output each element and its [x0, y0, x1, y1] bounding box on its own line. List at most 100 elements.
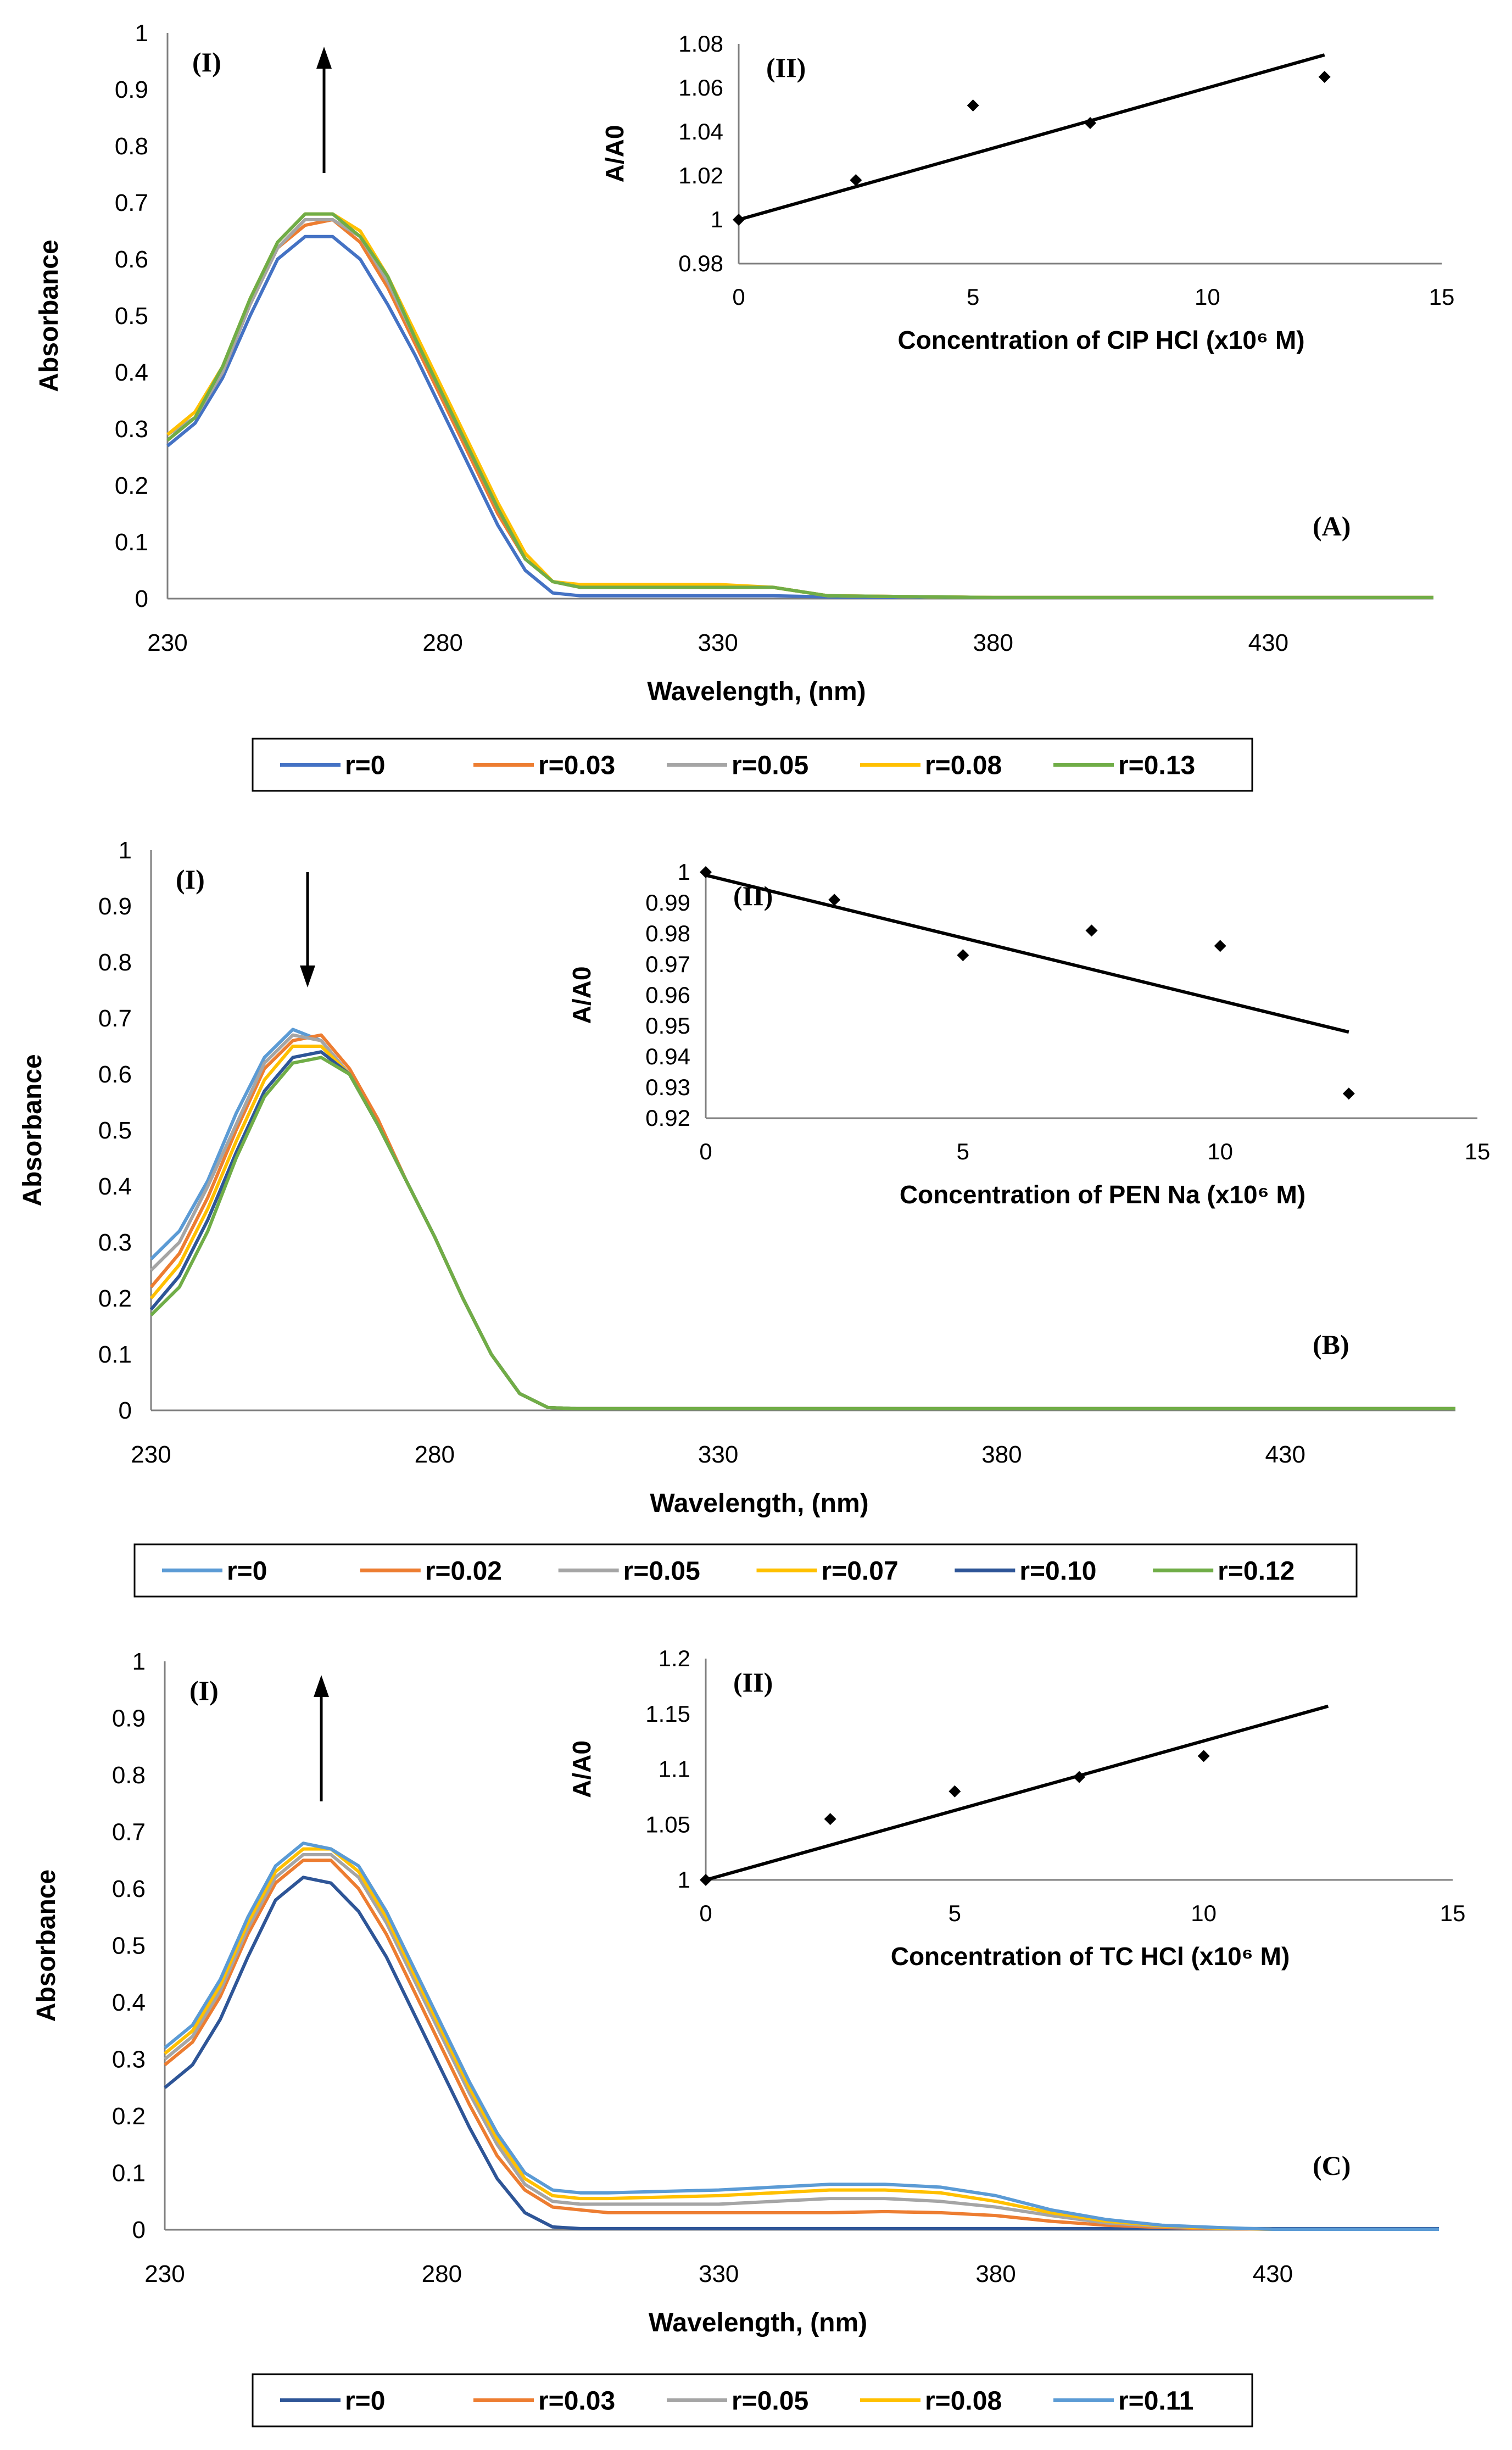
x-tick-label: 230 [131, 1441, 171, 1468]
part-label: (I) [192, 47, 221, 77]
y-tick-label: 1 [119, 837, 132, 864]
panel-label: (B) [1313, 1329, 1349, 1360]
chart-panel-1: 0 0.1 0.2 0.3 0.4 0.5 0.6 0.7 0.8 0.9 1 230 280 330 38… [35, 20, 1454, 792]
inset-x-tick-label: 0 [699, 1139, 712, 1164]
x-tick-label: 380 [973, 629, 1013, 656]
chart-panel-2: 0 0.1 0.2 0.3 0.4 0.5 0.6 0.7 0.8 0.9 1 230 280 330 38… [18, 837, 1491, 1598]
x-tick-label: 430 [1253, 2261, 1293, 2287]
series-line [164, 1859, 1439, 2231]
x-tick-label: 280 [422, 629, 462, 656]
y-tick-label: 0.2 [115, 472, 148, 499]
inset-data-point [1084, 117, 1096, 129]
inset-x-tick-label: 5 [949, 1900, 961, 1926]
y-tick-label: 0 [135, 585, 148, 612]
inset-y-tick-label: 1.2 [659, 1645, 690, 1671]
y-axis-title: Absorbance [18, 1054, 47, 1206]
legend-label: r=0.13 [1118, 751, 1195, 780]
inset-chart: 0.98 1 1.02 1.04 1.06 1.08 0 5 10 15 Concentration… [600, 31, 1454, 354]
inset-x-tick-label: 0 [732, 284, 745, 310]
inset-y-tick-label: 1 [678, 1867, 690, 1893]
y-axis-title: Absorbance [32, 1869, 61, 2022]
inset-x-tick-label: 15 [1440, 1900, 1466, 1926]
legend-label: r=0.07 [822, 1557, 899, 1586]
x-tick-label: 230 [144, 2261, 185, 2287]
y-tick-label: 1 [135, 20, 148, 47]
legend-label: r=0 [345, 2387, 385, 2416]
inset-y-tick-label: 1 [711, 207, 723, 232]
legend-label: r=0.03 [538, 751, 615, 780]
arrow-up-icon [314, 1675, 329, 1697]
series-line [166, 217, 1433, 599]
legend-label: r=0.11 [1118, 2387, 1193, 2416]
y-tick-label: 0.4 [98, 1173, 132, 1200]
part-label: (I) [189, 1675, 219, 1706]
x-tick-label: 430 [1265, 1441, 1305, 1468]
x-axis-title: Wavelength, (nm) [649, 2308, 867, 2337]
y-tick-label: 0.2 [112, 2103, 146, 2130]
y-tick-label: 0.2 [98, 1285, 132, 1312]
x-tick-label: 280 [415, 1441, 455, 1468]
y-tick-label: 0.6 [98, 1061, 132, 1088]
arrow-down-icon [300, 966, 315, 987]
series-line [149, 1045, 1455, 1410]
inset-data-point [967, 99, 979, 111]
inset-x-tick-label: 5 [957, 1139, 969, 1164]
legend-label: r=0.08 [925, 2387, 1002, 2416]
inset-y-tick-label: 0.92 [645, 1105, 690, 1131]
legend-label: r=0.08 [925, 751, 1002, 780]
legend-label: r=0.02 [425, 1557, 502, 1586]
x-axis-title: Wavelength, (nm) [650, 1489, 868, 1518]
x-tick-label: 330 [699, 2261, 739, 2287]
y-tick-label: 0.5 [112, 1933, 146, 1960]
inset-x-axis-title: Concentration of PEN Na (x10⁶ M) [900, 1180, 1305, 1209]
y-tick-label: 0.1 [98, 1341, 132, 1368]
y-tick-label: 0.3 [98, 1229, 132, 1256]
inset-x-tick-label: 15 [1429, 284, 1455, 310]
y-tick-label: 0.1 [112, 2160, 146, 2187]
inset-y-tick-label: 0.94 [645, 1043, 690, 1069]
inset-x-tick-label: 10 [1207, 1139, 1233, 1164]
y-tick-label: 0.9 [115, 76, 148, 103]
series-line [166, 212, 1433, 599]
y-tick-label: 0.9 [112, 1705, 146, 1732]
y-tick-label: 0.5 [115, 303, 148, 330]
x-tick-label: 380 [975, 2261, 1016, 2287]
y-tick-label: 0.7 [98, 1005, 132, 1032]
series-line [164, 1847, 1439, 2231]
y-tick-label: 0.6 [115, 246, 148, 273]
legend: r=0 r=0.03 r=0.05 r=0.08 r=0.11 [252, 2373, 1253, 2427]
inset-data-point [700, 866, 712, 878]
y-tick-label: 0.3 [115, 416, 148, 443]
series-line [164, 1876, 1439, 2230]
inset-y-tick-label: 0.95 [645, 1013, 690, 1039]
y-tick-label: 0.8 [98, 949, 132, 976]
y-tick-label: 0.3 [112, 2046, 146, 2073]
legend-label: r=0.03 [538, 2387, 615, 2416]
inset-data-point [733, 214, 745, 226]
series-line [149, 1028, 1455, 1410]
inset-y-tick-label: 1.1 [659, 1756, 690, 1782]
inset-trendline [705, 1704, 1329, 1882]
series-line [149, 1056, 1455, 1410]
inset-x-axis-title: Concentration of TC HCl (x10⁶ M) [891, 1942, 1290, 1971]
y-tick-label: 0.4 [112, 1989, 146, 2016]
series-line [164, 1852, 1439, 2231]
inset-x-tick-label: 15 [1465, 1139, 1491, 1164]
inset-data-point [700, 1874, 712, 1886]
series-line [166, 212, 1433, 599]
inset-data-point [1197, 1750, 1210, 1762]
y-tick-label: 0.1 [115, 529, 148, 556]
legend-label: r=0.05 [732, 2387, 808, 2416]
inset-x-tick-label: 10 [1191, 1900, 1217, 1926]
x-tick-label: 330 [698, 1441, 738, 1468]
y-tick-label: 1 [132, 1648, 146, 1675]
inset-y-tick-label: 1.04 [678, 119, 723, 144]
legend-label: r=0.12 [1218, 1557, 1295, 1586]
inset-data-point [828, 894, 841, 906]
inset-chart: 1 1.05 1.1 1.15 1.2 0 5 10 15 Concentration of TC… [567, 1645, 1465, 1971]
panel-label: (C) [1313, 2150, 1351, 2181]
inset-data-point [1342, 1087, 1355, 1100]
y-tick-label: 0.5 [98, 1117, 132, 1144]
inset-trendline [705, 873, 1349, 1034]
legend-label: r=0.05 [623, 1557, 700, 1586]
